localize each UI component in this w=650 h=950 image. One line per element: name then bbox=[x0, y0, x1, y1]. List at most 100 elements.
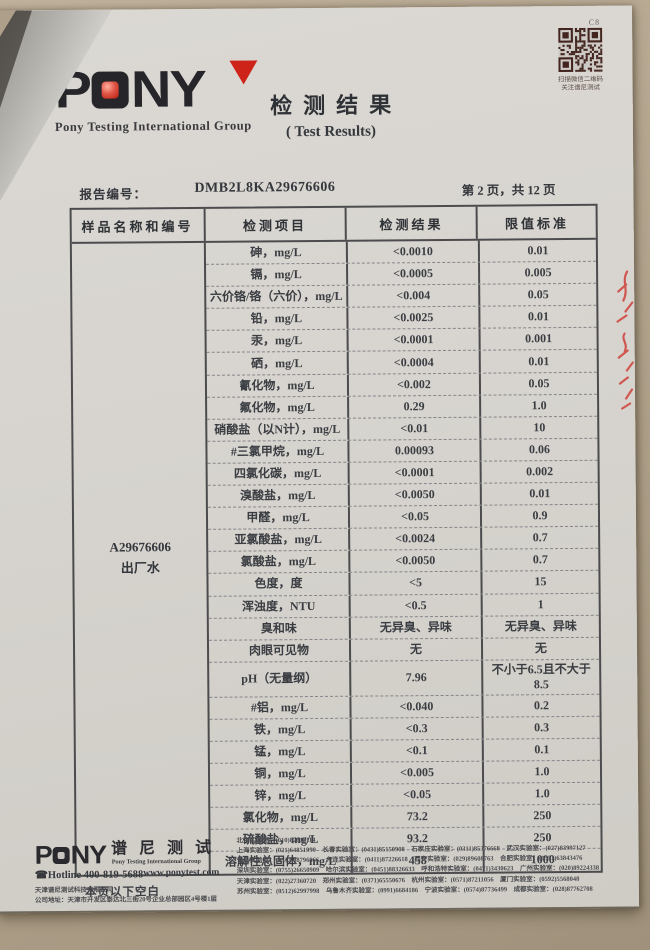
qr-block: 扫描微信二维码 关注谱尼测试 bbox=[552, 27, 609, 94]
cell-test-result: <0.01 bbox=[349, 417, 482, 440]
cell-test-item: 砷，mg/L bbox=[205, 241, 349, 264]
cell-test-item: 汞，mg/L bbox=[206, 330, 349, 353]
cell-test-result: <0.05 bbox=[352, 783, 485, 806]
cell-limit-standard: 0.001 bbox=[525, 331, 553, 346]
report-header: P N Y Pony Testing International Group 检… bbox=[0, 5, 633, 166]
cell-limit-standard: 0.01 bbox=[527, 243, 549, 258]
cell-limit-standard: 1 bbox=[537, 596, 544, 611]
table-row: 镉，mg/L <0.0005 0.005 bbox=[206, 261, 597, 288]
cell-test-result: <0.1 bbox=[351, 739, 484, 762]
cell-test-item: 肉眼可见物 bbox=[208, 639, 352, 662]
cell-limit-standard: 0.7 bbox=[532, 530, 548, 545]
report-no-label: 报告编号： bbox=[79, 187, 148, 202]
table-row: 铅，mg/L <0.0025 0.01 bbox=[206, 306, 597, 332]
cell-test-item: 氰化物，mg/L bbox=[206, 374, 350, 397]
cell-test-item: 氯酸盐，mg/L bbox=[208, 551, 351, 574]
table-row: #三氯甲烷，mg/L 0.00093 0.06 bbox=[207, 438, 598, 464]
cell-test-result: <0.005 bbox=[351, 761, 485, 784]
footer-logo-letter-o-icon bbox=[52, 846, 70, 864]
logo-subtitle: Pony Testing International Group bbox=[54, 118, 252, 135]
cell-test-result: <0.0050 bbox=[350, 549, 483, 573]
cell-test-item: #铝，mg/L bbox=[209, 696, 352, 719]
title-english: ( Test Results) bbox=[285, 123, 377, 141]
cell-test-result: <0.5 bbox=[350, 594, 483, 617]
table-row: 亚氯酸盐，mg/L <0.0024 0.7 bbox=[208, 526, 599, 553]
footer-logo-letter-p: P bbox=[34, 840, 52, 870]
cell-limit-standard: 0.01 bbox=[529, 486, 551, 501]
table-row: 臭和味 无异臭、异味 无异臭、异味 bbox=[208, 615, 599, 641]
cell-test-result: <0.0024 bbox=[350, 527, 483, 551]
table-row: 氰化物，mg/L <0.002 0.05 bbox=[206, 372, 598, 398]
table-row: 氟化物，mg/L 0.29 1.0 bbox=[207, 394, 598, 420]
footer-pony-logo: P N Y 谱 尼 测 试 Pony Testing International… bbox=[34, 834, 219, 870]
cell-test-item: 硝酸盐（以N计），mg/L bbox=[207, 418, 350, 441]
cell-test-item: 四氯化碳，mg/L bbox=[207, 462, 350, 485]
cell-test-item: 甲醛，mg/L bbox=[207, 506, 351, 530]
footer-logo-letter-n: N bbox=[70, 840, 90, 870]
cell-limit-standard: 0.9 bbox=[532, 508, 548, 523]
footer-lab-list: 北京实验室：(010)82618114 上海实验室：(021)64851999 … bbox=[237, 831, 627, 896]
cell-limit-standard: 0.01 bbox=[527, 309, 549, 324]
table-row: 锰，mg/L <0.1 0.1 bbox=[209, 738, 600, 764]
cell-limit-standard: 0.01 bbox=[528, 353, 550, 368]
cell-limit-standard: 1.0 bbox=[534, 764, 550, 779]
cell-limit-standard: 无 bbox=[534, 640, 548, 655]
table-row: 铜，mg/L <0.005 1.0 bbox=[209, 760, 601, 786]
cell-test-item: 六价铬/铬（六价），mg/L bbox=[206, 285, 349, 309]
cell-test-item: 臭和味 bbox=[208, 617, 351, 640]
cell-test-item: 铁，mg/L bbox=[209, 718, 352, 741]
pony-logo: P N Y Pony Testing International Group bbox=[54, 59, 258, 135]
cell-test-result: <0.3 bbox=[351, 717, 484, 740]
cell-limit-standard: 15 bbox=[534, 574, 547, 589]
cell-test-result: <0.0010 bbox=[347, 240, 480, 263]
report-no-value: DMB2L8KA29676606 bbox=[194, 179, 336, 196]
cell-test-item: 色度，度 bbox=[208, 573, 351, 596]
cell-test-result: 73.2 bbox=[352, 805, 485, 829]
table-row: 锌，mg/L <0.05 1.0 bbox=[210, 782, 601, 809]
footer-logo-chinese: 谱 尼 测 试 bbox=[111, 839, 216, 858]
cell-test-item: 锌，mg/L bbox=[210, 784, 353, 808]
table-row: 浑浊度，NTU <0.5 1 bbox=[208, 593, 599, 619]
cell-test-item: pH（无量纲） bbox=[209, 661, 352, 697]
cell-test-result: 无 bbox=[350, 638, 484, 661]
cell-test-item: 氟化物，mg/L bbox=[207, 396, 350, 419]
footer-logo-letter-y: Y bbox=[89, 840, 107, 870]
table-row: 甲醛，mg/L <0.05 0.9 bbox=[207, 504, 599, 531]
cell-test-item: 铜，mg/L bbox=[209, 762, 353, 785]
table-row: 色度，度 <5 15 bbox=[208, 571, 599, 597]
cell-test-result: 0.29 bbox=[349, 395, 482, 418]
cell-test-item: 锰，mg/L bbox=[209, 740, 352, 763]
cell-limit-standard: 0.2 bbox=[533, 697, 550, 713]
cell-test-item: 硒，mg/L bbox=[206, 352, 349, 375]
cell-limit-standard: 10 bbox=[533, 419, 546, 435]
sample-id: A29676606 bbox=[109, 539, 171, 556]
footer-logo-subtitle: Pony Testing International Group bbox=[111, 858, 201, 866]
logo-letter-o-icon bbox=[91, 70, 130, 109]
cell-limit-standard: 0.05 bbox=[527, 287, 549, 302]
col-header-result: 检测结果 bbox=[346, 206, 479, 240]
col-header-sample: 样品名称和编号 bbox=[71, 208, 206, 242]
report-title: 检测结果 ( Test Results) bbox=[241, 87, 421, 141]
footer-company-address: 公司地址：天津市开发区泰达北三街20号企业总部园区4号楼1层 bbox=[34, 895, 218, 904]
results-table: 样品名称和编号 检测项目 检测结果 限值标准 A29676606 出厂水 砷，m… bbox=[69, 203, 603, 877]
cell-limit-standard: 不小于6.5且不大于8.5 bbox=[491, 661, 591, 692]
footer-hotline: Hotline 400-819-5688 bbox=[47, 869, 144, 882]
cell-test-result: <5 bbox=[350, 572, 483, 595]
cell-test-result: <0.0050 bbox=[349, 483, 482, 506]
cell-test-result: 0.00093 bbox=[349, 439, 482, 462]
sample-cell: A29676606 出厂水 bbox=[71, 242, 211, 875]
cell-limit-standard: 0.06 bbox=[528, 442, 551, 457]
table-row: 氯化物，mg/L 73.2 250 bbox=[210, 805, 601, 831]
cell-limit-standard: 0.002 bbox=[526, 464, 554, 479]
cell-test-item: 亚氯酸盐，mg/L bbox=[208, 528, 351, 552]
table-rows: 砷，mg/L <0.0010 0.01 镉，mg/L <0.0005 0.005… bbox=[205, 239, 601, 874]
cell-test-item: 溴酸盐，mg/L bbox=[207, 484, 350, 507]
table-row: 铁，mg/L <0.3 0.3 bbox=[209, 716, 600, 742]
cell-test-result: <0.0025 bbox=[348, 306, 481, 330]
cell-test-item: #三氯甲烷，mg/L bbox=[207, 440, 350, 463]
table-row: 硝酸盐（以N计），mg/L <0.01 10 bbox=[207, 416, 598, 442]
footer-website[interactable]: www.ponytest.com bbox=[143, 867, 220, 879]
cell-limit-standard: 0.005 bbox=[524, 265, 552, 280]
table-row: 六价铬/铬（六价），mg/L <0.004 0.05 bbox=[206, 283, 597, 310]
report-meta-row: 报告编号： DMB2L8KA29676606 第 2 页，共 12 页 bbox=[79, 178, 555, 204]
